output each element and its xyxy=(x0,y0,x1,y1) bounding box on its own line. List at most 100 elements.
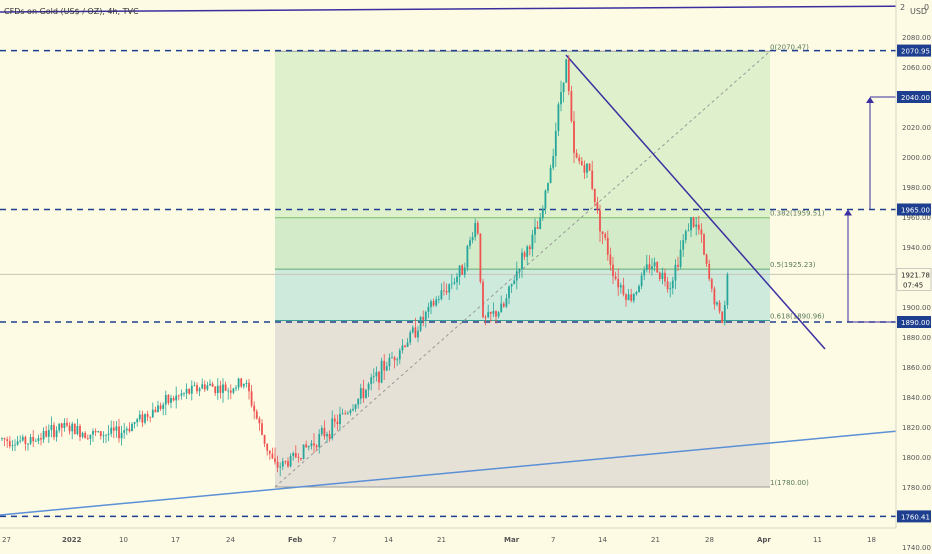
candle-body xyxy=(362,388,365,398)
candle-body xyxy=(427,306,430,312)
candle-body xyxy=(318,434,321,448)
candle-body xyxy=(157,405,159,413)
candle-body xyxy=(591,170,594,189)
candle-body xyxy=(489,312,492,314)
symbol-title[interactable]: CFDs on Gold (US$ / OZ), 4h, TVC xyxy=(4,7,139,16)
candle-body xyxy=(175,395,178,401)
candle-body xyxy=(167,394,170,403)
candle-body xyxy=(560,92,562,105)
candle-body xyxy=(718,302,721,312)
candle-body xyxy=(505,298,508,307)
candle-body xyxy=(149,416,152,418)
time-tick-label: 18 xyxy=(867,536,876,544)
price-level-badge-label: 1760.41 xyxy=(901,513,930,521)
candle-body xyxy=(690,217,692,231)
candle-body xyxy=(94,431,97,433)
candle-body xyxy=(677,264,679,267)
candle-body xyxy=(500,303,503,313)
time-tick-label: 2022 xyxy=(62,536,82,544)
candle-body xyxy=(695,224,698,227)
candle-body xyxy=(554,131,557,157)
currency-label: USD xyxy=(910,7,927,16)
candle-body xyxy=(3,438,6,440)
candle-body xyxy=(617,278,620,288)
candle-body xyxy=(458,265,461,277)
candle-body xyxy=(216,385,219,394)
candle-body xyxy=(341,413,344,415)
candle-body xyxy=(151,409,154,418)
candle-body xyxy=(219,385,222,393)
candle-body xyxy=(557,104,560,132)
candle-body xyxy=(383,360,386,371)
candle-body xyxy=(248,382,250,392)
candle-body xyxy=(463,267,466,275)
candle-body xyxy=(401,345,404,351)
candle-body xyxy=(21,436,24,441)
candle-body xyxy=(422,317,425,320)
candle-body xyxy=(76,425,79,435)
candle-body xyxy=(357,398,360,405)
candle-body xyxy=(448,284,451,293)
candle-body xyxy=(229,390,232,393)
candle-body xyxy=(692,217,695,227)
candle-body xyxy=(302,444,305,460)
candle-body xyxy=(107,433,110,435)
candle-body xyxy=(513,280,516,284)
candle-body xyxy=(573,120,575,153)
candle-body xyxy=(359,388,362,399)
candle-body xyxy=(354,404,357,409)
candle-body xyxy=(565,59,568,83)
time-scale[interactable] xyxy=(0,528,896,550)
candle-body xyxy=(310,443,313,447)
fib-level-label: 0.5(1925.23) xyxy=(770,261,816,269)
candle-body xyxy=(242,383,245,387)
candle-body xyxy=(409,332,412,343)
candle-body xyxy=(120,432,123,439)
candle-body xyxy=(713,288,716,305)
candle-body xyxy=(292,453,295,457)
candle-body xyxy=(326,434,328,437)
candle-body xyxy=(154,409,157,413)
candle-body xyxy=(510,283,513,287)
candle-body xyxy=(674,264,677,281)
fib-zone xyxy=(275,51,770,218)
candle-body xyxy=(708,263,711,280)
candle-body xyxy=(336,421,339,425)
candle-body xyxy=(55,430,58,438)
candle-body xyxy=(476,222,479,234)
candle-body xyxy=(440,290,443,300)
candle-body xyxy=(417,330,419,338)
candle-body xyxy=(497,312,500,317)
candle-body xyxy=(710,279,713,289)
candle-body xyxy=(721,311,724,324)
price-level-badge-label: 1890.00 xyxy=(901,319,930,327)
candle-body xyxy=(479,233,482,282)
candle-body xyxy=(596,202,599,211)
price-level-badge-label: 2040.00 xyxy=(901,94,930,102)
candle-body xyxy=(128,428,131,432)
candle-body xyxy=(411,327,414,333)
candle-body xyxy=(136,419,139,423)
time-tick-label: Mar xyxy=(504,536,520,544)
candle-body xyxy=(263,434,266,444)
candle-body xyxy=(71,423,74,432)
candle-body xyxy=(63,422,66,428)
price-level-badge xyxy=(897,44,931,57)
candle-body xyxy=(206,385,209,390)
candle-body xyxy=(294,453,297,458)
candle-body xyxy=(53,425,55,438)
candle-body xyxy=(502,303,505,307)
candle-body xyxy=(11,445,14,447)
price-tick-label: 1800.00 xyxy=(902,454,931,462)
candle-body xyxy=(227,390,230,392)
candle-body xyxy=(367,383,370,390)
candle-body xyxy=(89,434,92,439)
candle-body xyxy=(682,240,685,250)
price-tick-label: 1860.00 xyxy=(902,364,931,372)
candle-body xyxy=(144,414,146,423)
candle-body xyxy=(110,427,113,434)
price-level-badge-label: 2070.95 xyxy=(901,48,930,56)
candle-body xyxy=(666,281,669,290)
